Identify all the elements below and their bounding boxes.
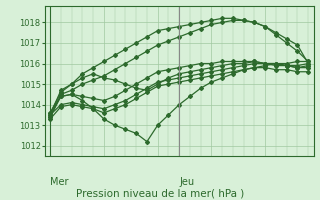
Text: Pression niveau de la mer( hPa ): Pression niveau de la mer( hPa ) — [76, 188, 244, 198]
Text: Jeu: Jeu — [179, 177, 194, 187]
Text: Mer: Mer — [50, 177, 69, 187]
